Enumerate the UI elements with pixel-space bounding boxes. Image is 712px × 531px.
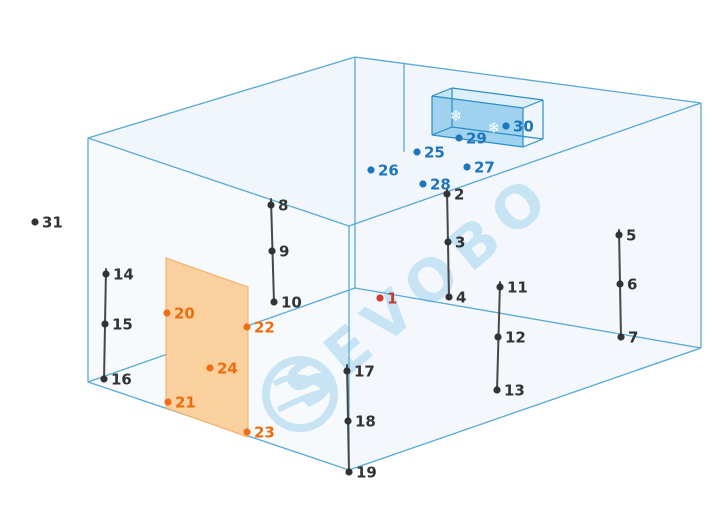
ac-unit-face-top	[432, 88, 543, 108]
ac-unit-face-front	[432, 96, 523, 147]
sensor-point-19	[345, 468, 353, 476]
watermark-logo	[262, 356, 338, 432]
sensor-label-18: 18	[355, 413, 376, 431]
sensor-point-1	[376, 294, 384, 302]
sensor-point-28	[419, 180, 427, 188]
room-edge	[354, 287, 702, 349]
sensor-label-3: 3	[455, 234, 465, 252]
room-edge	[354, 56, 702, 104]
room-edge	[348, 347, 702, 471]
sensor-label-13: 13	[504, 382, 525, 400]
ac-unit-edge	[431, 126, 453, 136]
sensor-point-17	[343, 367, 351, 375]
sensor-label-16: 16	[111, 371, 132, 389]
sensor-point-11	[496, 283, 504, 291]
sensor-point-21	[164, 398, 172, 406]
sensor-label-1: 1	[387, 290, 397, 308]
sensor-label-6: 6	[627, 276, 637, 294]
sensor-label-28: 28	[430, 176, 451, 194]
sensor-label-21: 21	[175, 394, 196, 412]
sensor-point-26	[367, 166, 375, 174]
sensor-point-16	[100, 375, 108, 383]
sensor-point-6	[616, 280, 624, 288]
sensor-label-30: 30	[513, 118, 534, 136]
sensor-point-7	[617, 333, 625, 341]
sensor-point-2	[443, 190, 451, 198]
sensor-label-23: 23	[254, 424, 275, 442]
sensor-point-8	[267, 201, 275, 209]
sensor-label-22: 22	[254, 319, 275, 337]
sensor-point-20	[163, 309, 171, 317]
sensor-label-12: 12	[505, 329, 526, 347]
sensor-point-24	[206, 364, 214, 372]
room-edge	[348, 102, 702, 227]
sensor-label-15: 15	[112, 316, 133, 334]
sensor-label-9: 9	[279, 243, 289, 261]
fan-icon: ❄	[450, 107, 463, 125]
ac-unit-edge	[431, 87, 453, 97]
sensor-point-29	[455, 134, 463, 142]
sensor-point-12	[494, 333, 502, 341]
sensor-label-7: 7	[628, 329, 638, 347]
watermark-logo-swirl	[272, 374, 335, 413]
sensor-point-30	[502, 122, 510, 130]
sensor-label-20: 20	[174, 305, 195, 323]
sensor-label-2: 2	[454, 186, 464, 204]
sensor-point-3	[444, 238, 452, 246]
sensor-label-24: 24	[217, 360, 238, 378]
sensor-label-14: 14	[113, 266, 134, 284]
sensor-point-15	[101, 320, 109, 328]
ac-unit-edge	[431, 95, 524, 109]
sensor-point-10	[270, 298, 278, 306]
sensor-label-10: 10	[281, 294, 302, 312]
door-panel	[165, 257, 249, 438]
sensor-label-25: 25	[424, 144, 445, 162]
ac-unit-edge	[451, 87, 544, 101]
sensor-label-19: 19	[356, 464, 377, 482]
sensor-point-22	[243, 323, 251, 331]
sensor-point-23	[243, 428, 251, 436]
sensor-point-9	[268, 247, 276, 255]
sensor-point-25	[413, 148, 421, 156]
room-edge	[87, 137, 350, 227]
ac-unit-edge	[451, 126, 544, 140]
sensor-label-29: 29	[466, 130, 487, 148]
sensor-label-4: 4	[456, 289, 466, 307]
sensor-label-26: 26	[378, 162, 399, 180]
sensor-point-18	[344, 417, 352, 425]
sensor-point-13	[493, 386, 501, 394]
fan-icon: ❄	[488, 119, 501, 137]
sensor-label-5: 5	[626, 227, 636, 245]
sensor-label-8: 8	[278, 197, 288, 215]
room-face-ceiling	[88, 57, 701, 226]
sensor-point-14	[102, 270, 110, 278]
sensor-point-5	[615, 231, 623, 239]
ac-unit-edge	[522, 138, 544, 148]
ac-unit-edge	[431, 134, 524, 148]
sensor-point-4	[445, 293, 453, 301]
room-edge	[87, 56, 356, 139]
sensor-label-11: 11	[507, 279, 528, 297]
sensor-label-27: 27	[474, 159, 495, 177]
sensor-point-27	[463, 163, 471, 171]
sensor-label-17: 17	[354, 363, 375, 381]
sensor-label-31: 31	[42, 214, 63, 232]
ac-unit-edge	[522, 99, 544, 109]
sensor-point-31	[31, 218, 39, 226]
